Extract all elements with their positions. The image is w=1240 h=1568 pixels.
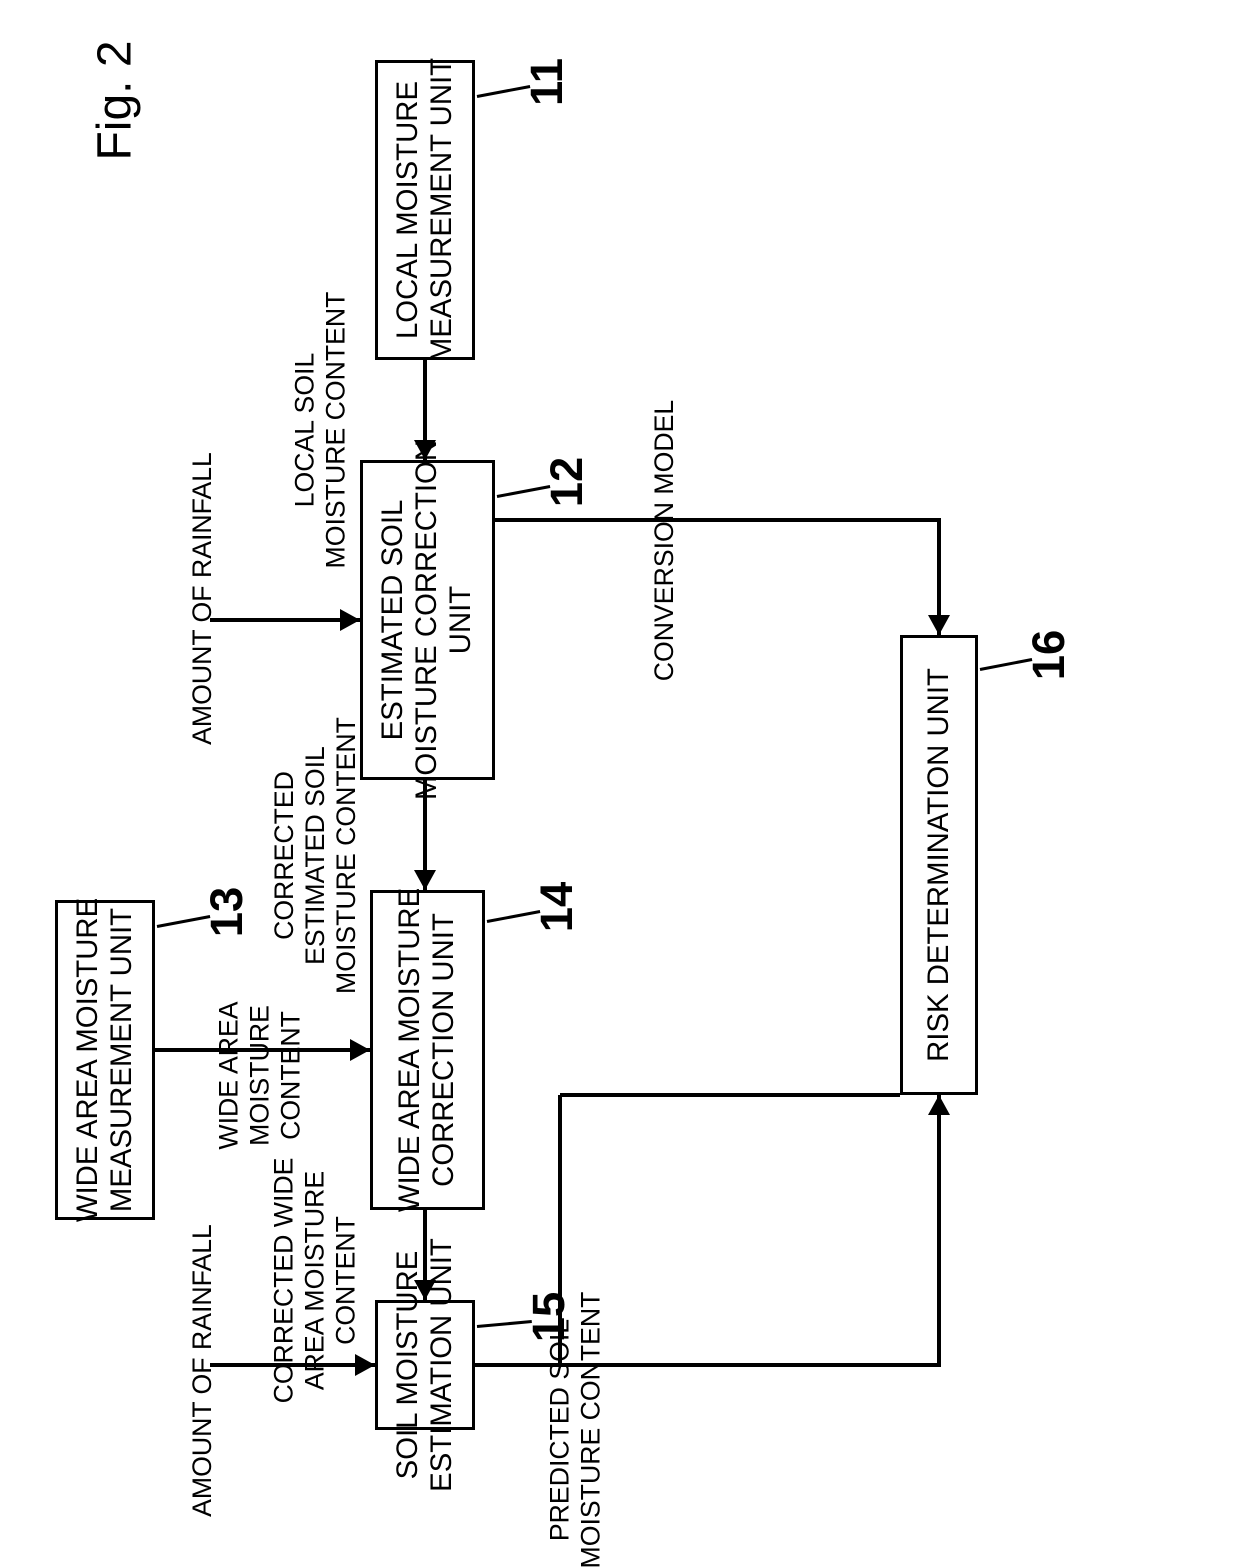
edge-label: CONVERSION MODEL [640,400,690,680]
block-number-11: 11 [520,55,574,109]
block-b15: SOIL MOISTUREESTIMATION UNIT [375,1300,475,1430]
edge-label: CORRECTED WIDEAREA MOISTURECONTENT [280,1185,350,1375]
edge-label: AMOUNT OF RAINFALL [177,448,227,748]
connector [495,518,941,522]
connector [937,1095,941,1365]
arrowhead [414,440,436,460]
arrowhead [414,1280,436,1300]
edge-label: LOCAL SOILMOISTURE CONTENT [290,355,350,505]
block-b14: WIDE AREA MOISTURECORRECTION UNIT [370,890,485,1210]
edge-label: CORRECTEDESTIMATED SOILMOISTURE CONTENT [280,760,350,950]
arrowhead [350,1039,370,1061]
block-b11: LOCAL MOISTUREMEASUREMENT UNIT [375,60,475,360]
connector [560,1093,900,1097]
block-b13: WIDE AREA MOISTUREMEASUREMENT UNIT [55,900,155,1220]
block-number-16: 16 [1022,628,1076,682]
block-number-12: 12 [540,455,594,509]
arrowhead [928,615,950,635]
arrowhead [414,870,436,890]
block-b16: RISK DETERMINATION UNIT [900,635,978,1095]
block-number-13: 13 [200,885,254,939]
edge-label: PREDICTED SOILMOISTURE CONTENT [545,1330,605,1530]
edge-label: AMOUNT OF RAINFALL [177,1220,227,1520]
arrowhead [340,609,360,631]
arrowhead [355,1354,375,1376]
edge-label: WIDE AREAMOISTURECONTENT [225,990,295,1160]
arrowhead [928,1095,950,1115]
diagram-canvas: LOCAL MOISTUREMEASUREMENT UNIT ESTIMATED … [0,0,1240,1464]
connector [210,618,360,622]
figure-label: Fig. 2 [55,0,175,200]
connector [210,1363,375,1367]
block-number-14: 14 [530,880,584,934]
block-b12: ESTIMATED SOILMOISTURE CORRECTIONUNIT [360,460,495,780]
